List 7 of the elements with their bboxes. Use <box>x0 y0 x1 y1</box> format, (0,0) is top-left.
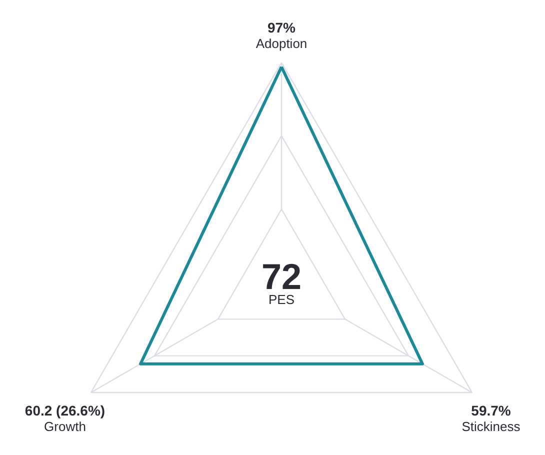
spoke-label: Stickiness <box>462 419 521 434</box>
text: 97% <box>267 20 296 36</box>
spoke-label: Adoption <box>256 36 308 51</box>
text: 60.2 (26.6%) <box>24 402 106 418</box>
text: PES <box>268 292 295 307</box>
spoke-label: Growth <box>44 419 86 434</box>
text: 59.7% <box>471 402 511 418</box>
